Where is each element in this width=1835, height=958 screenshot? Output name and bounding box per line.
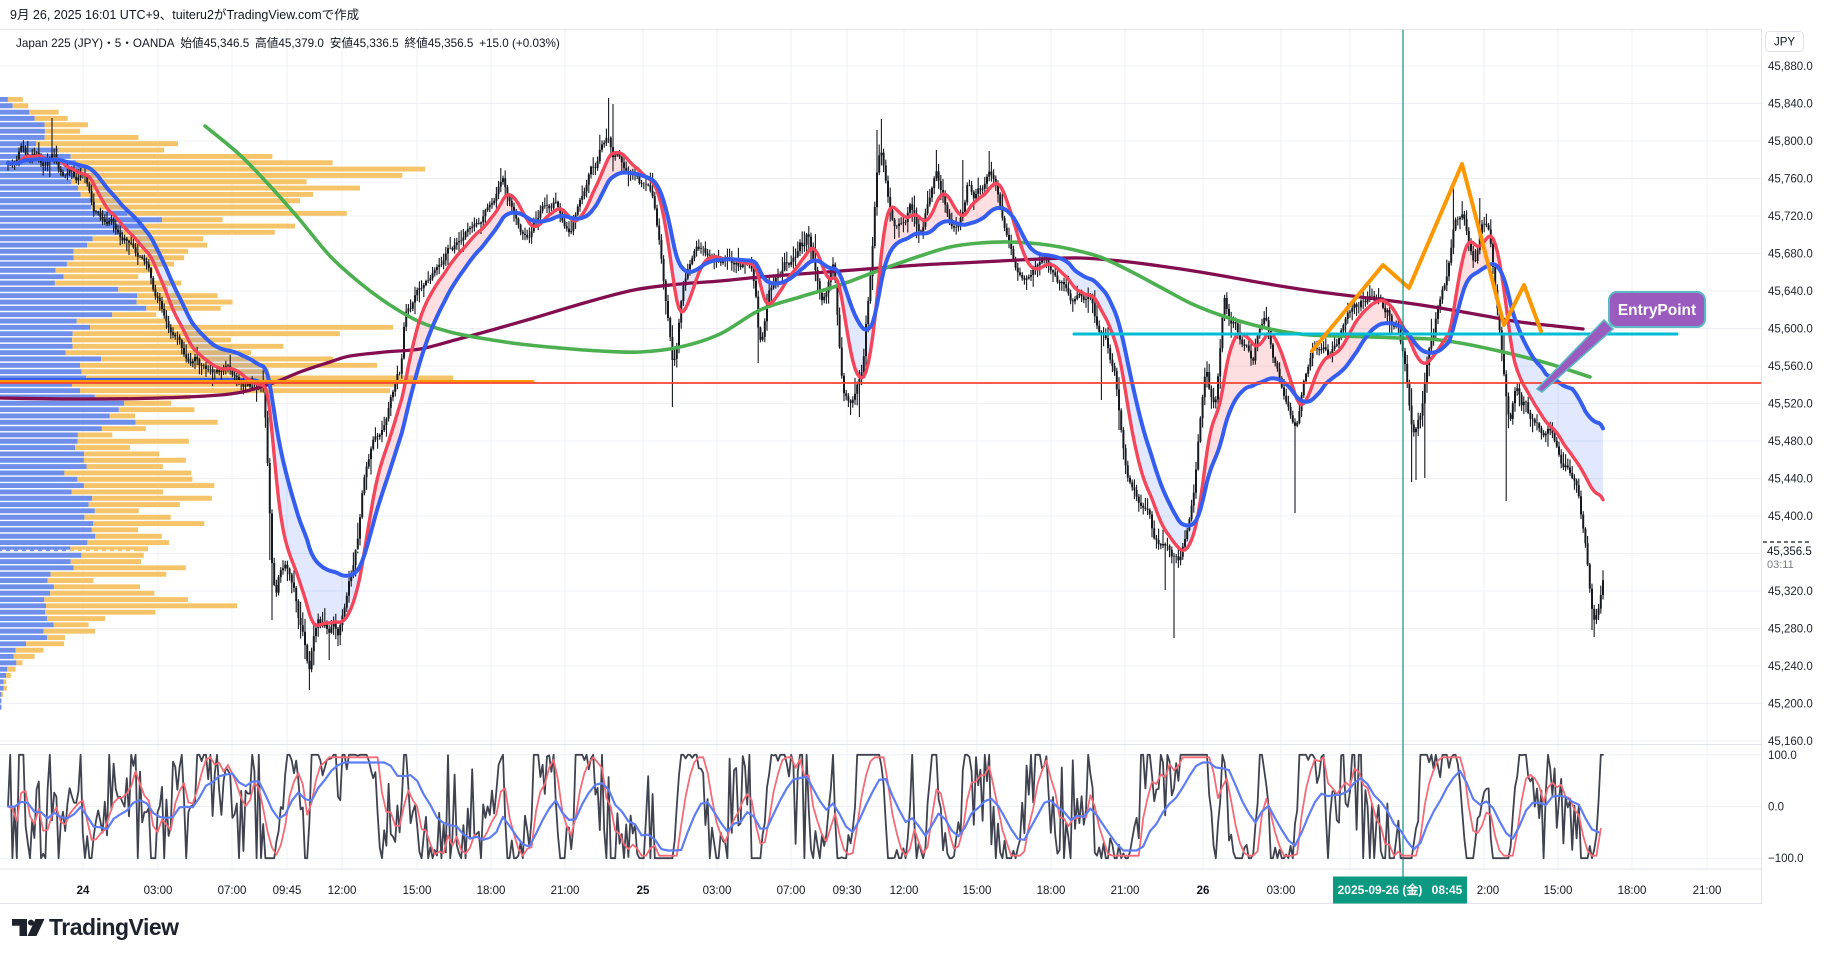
svg-text:09:30: 09:30 (833, 885, 862, 897)
svg-text:45,880.0: 45,880.0 (1768, 61, 1813, 73)
svg-text:18:00: 18:00 (1037, 885, 1066, 897)
svg-text:03:00: 03:00 (703, 885, 732, 897)
svg-text:03:00: 03:00 (1267, 885, 1296, 897)
svg-text:45,760.0: 45,760.0 (1768, 174, 1813, 186)
svg-text:−100.0: −100.0 (1768, 853, 1804, 865)
svg-text:18:00: 18:00 (477, 885, 506, 897)
svg-text:21:00: 21:00 (1111, 885, 1140, 897)
svg-text:45,400.0: 45,400.0 (1768, 511, 1813, 523)
svg-text:45,320.0: 45,320.0 (1768, 586, 1813, 598)
svg-text:45,800.0: 45,800.0 (1768, 136, 1813, 148)
svg-text:03:11: 03:11 (1767, 559, 1794, 571)
svg-text:2025-09-26 (金) 08:45: 2025-09-26 (金) 08:45 (1338, 882, 1463, 897)
svg-text:15:00: 15:00 (1544, 885, 1573, 897)
svg-text:100.0: 100.0 (1768, 750, 1797, 762)
svg-text:25: 25 (637, 885, 650, 897)
svg-text:TradingView: TradingView (49, 914, 179, 940)
svg-text:45,280.0: 45,280.0 (1768, 624, 1813, 636)
svg-text:2:00: 2:00 (1477, 885, 1499, 897)
svg-text:45,200.0: 45,200.0 (1768, 699, 1813, 711)
svg-text:45,520.0: 45,520.0 (1768, 399, 1813, 411)
svg-text:45,640.0: 45,640.0 (1768, 286, 1813, 298)
svg-text:15:00: 15:00 (403, 885, 432, 897)
svg-text:45,440.0: 45,440.0 (1768, 474, 1813, 486)
svg-text:12:00: 12:00 (890, 885, 919, 897)
svg-text:12:00: 12:00 (328, 885, 357, 897)
svg-text:Japan 225 (JPY)・5・OANDA 始値45,3: Japan 225 (JPY)・5・OANDA 始値45,346.5 高値45,… (16, 36, 560, 50)
svg-text:21:00: 21:00 (1693, 885, 1722, 897)
svg-text:45,480.0: 45,480.0 (1768, 436, 1813, 448)
svg-text:JPY: JPY (1774, 37, 1795, 49)
svg-text:07:00: 07:00 (218, 885, 247, 897)
svg-text:45,240.0: 45,240.0 (1768, 661, 1813, 673)
svg-text:21:00: 21:00 (551, 885, 580, 897)
svg-text:03:00: 03:00 (144, 885, 173, 897)
svg-text:09:45: 09:45 (273, 885, 302, 897)
svg-text:26: 26 (1197, 885, 1210, 897)
svg-text:18:00: 18:00 (1618, 885, 1647, 897)
svg-text:15:00: 15:00 (963, 885, 992, 897)
svg-text:45,600.0: 45,600.0 (1768, 324, 1813, 336)
svg-text:45,840.0: 45,840.0 (1768, 99, 1813, 111)
svg-text:45,356.5: 45,356.5 (1767, 546, 1812, 558)
svg-text:0.0: 0.0 (1768, 802, 1784, 814)
svg-text:9月 26, 2025 16:01 UTC+9、tuiter: 9月 26, 2025 16:01 UTC+9、tuiteru2がTrading… (10, 7, 359, 22)
svg-text:07:00: 07:00 (777, 885, 806, 897)
svg-text:45,720.0: 45,720.0 (1768, 211, 1813, 223)
svg-text:EntryPoint: EntryPoint (1618, 302, 1696, 319)
svg-text:45,560.0: 45,560.0 (1768, 361, 1813, 373)
svg-text:45,160.0: 45,160.0 (1768, 736, 1813, 748)
svg-text:24: 24 (77, 885, 90, 897)
svg-text:45,680.0: 45,680.0 (1768, 249, 1813, 261)
